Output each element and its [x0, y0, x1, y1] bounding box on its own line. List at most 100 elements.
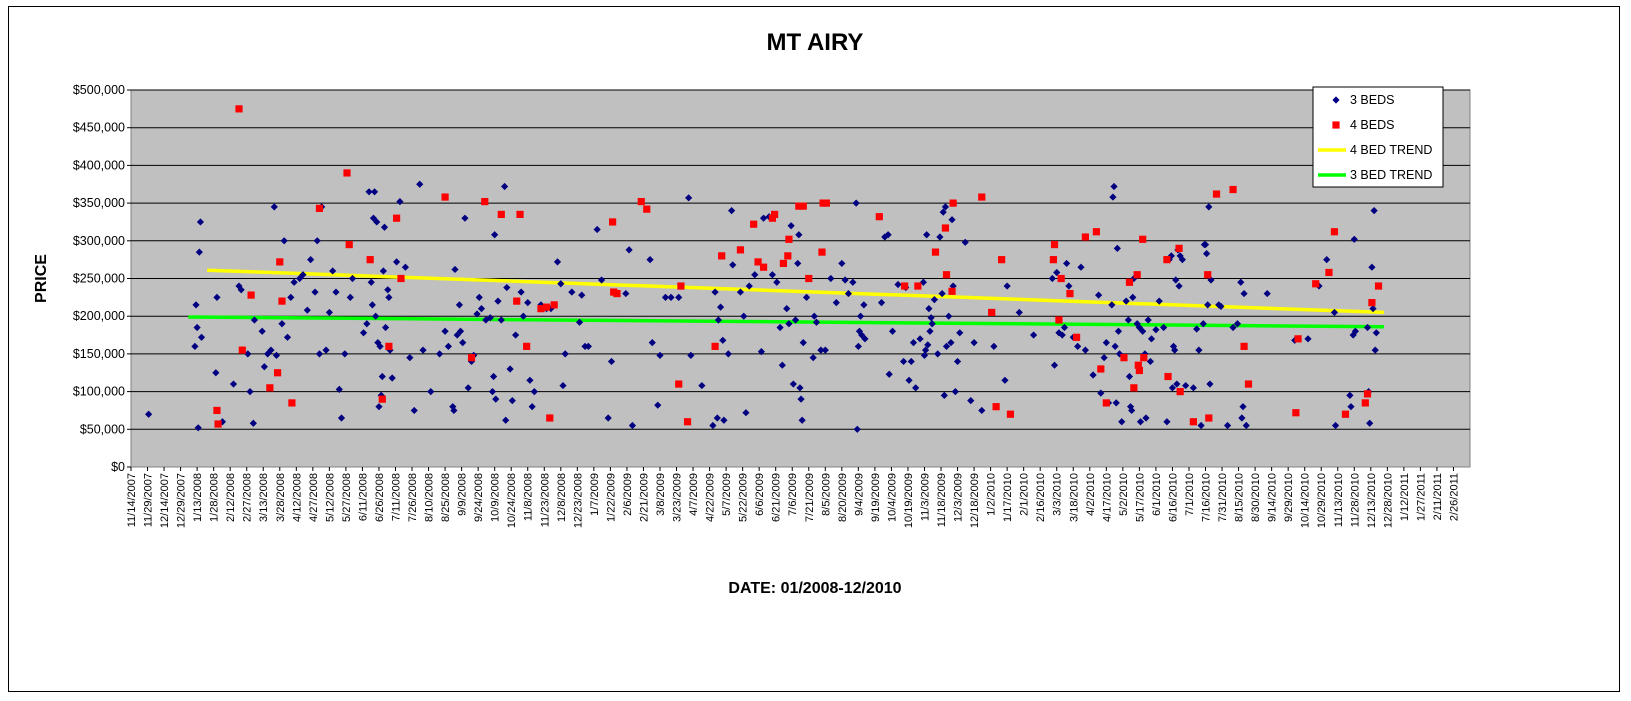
- point-4-beds: [784, 252, 792, 260]
- point-4-beds: [1072, 333, 1081, 341]
- point-3-beds: [858, 331, 866, 339]
- legend-label: 3 BEDS: [1350, 93, 1394, 107]
- point-3-beds: [559, 381, 567, 390]
- point-4-beds: [768, 214, 776, 222]
- point-4-beds: [537, 305, 545, 313]
- point-3-beds: [912, 384, 920, 392]
- point-4-beds: [1204, 271, 1212, 279]
- point-3-beds: [335, 385, 343, 393]
- y-tick-label: $300,000: [73, 234, 125, 248]
- point-3-beds: [812, 318, 821, 326]
- point-3-beds: [720, 416, 728, 424]
- point-3-beds: [714, 316, 722, 324]
- point-3-beds: [1128, 406, 1136, 415]
- x-tick-label: 9/24/2008: [473, 473, 485, 522]
- point-3-beds: [1048, 274, 1056, 283]
- x-tick-label: 5/22/2009: [738, 473, 750, 522]
- point-3-beds: [497, 316, 505, 324]
- legend-symbol: [1332, 121, 1340, 129]
- point-4-beds: [1312, 280, 1320, 288]
- x-tick-label: 8/10/2008: [424, 473, 436, 522]
- point-3-beds: [799, 338, 807, 347]
- point-3-beds: [1100, 354, 1108, 362]
- point-3-beds: [1331, 421, 1340, 430]
- point-3-beds: [1195, 346, 1203, 354]
- y-tick-label: $150,000: [73, 347, 125, 361]
- y-tick-label: $250,000: [73, 272, 125, 286]
- x-tick-label: 3/3/2010: [1052, 473, 1064, 516]
- point-3-beds: [359, 329, 368, 337]
- point-4-beds: [1244, 380, 1253, 388]
- point-3-beds: [1053, 268, 1061, 277]
- point-4-beds: [516, 210, 524, 219]
- point-3-beds: [348, 274, 357, 283]
- point-4-beds: [1292, 409, 1300, 417]
- point-3-beds: [459, 338, 467, 347]
- x-tick-label: 9/19/2009: [870, 473, 882, 522]
- point-3-beds: [380, 223, 389, 231]
- point-3-beds: [427, 388, 435, 396]
- x-tick-label: 5/27/2008: [341, 473, 353, 522]
- point-3-beds: [419, 346, 427, 354]
- x-tick-label: 2/26/2011: [1448, 473, 1460, 521]
- point-4-beds: [238, 346, 246, 354]
- point-3-beds: [927, 314, 935, 322]
- point-3-beds: [877, 299, 886, 307]
- x-tick-label: 6/21/2009: [771, 473, 783, 522]
- point-3-beds: [1125, 372, 1134, 381]
- point-3-beds: [920, 351, 929, 360]
- x-tick-label: 7/31/2010: [1217, 473, 1229, 522]
- point-3-beds: [1363, 323, 1372, 332]
- point-3-beds: [934, 350, 942, 358]
- point-3-beds: [667, 293, 675, 301]
- point-4-beds: [366, 256, 374, 264]
- x-tick-label: 1/22/2009: [605, 473, 617, 522]
- point-3-beds: [1060, 323, 1069, 332]
- data-points: [145, 105, 1383, 433]
- point-3-beds: [396, 197, 404, 206]
- x-tick-label: 10/4/2009: [886, 473, 898, 522]
- point-4-beds: [1205, 414, 1213, 422]
- point-3-beds: [1204, 301, 1212, 309]
- point-3-beds: [861, 335, 869, 343]
- x-tick-label: 8/25/2008: [440, 473, 452, 522]
- point-3-beds: [315, 350, 324, 358]
- x-tick-label: 1/17/2010: [1002, 473, 1014, 522]
- x-tick-label: 12/18/2009: [969, 473, 981, 528]
- x-tick-label: 7/21/2009: [804, 473, 816, 522]
- point-3-beds: [363, 320, 371, 328]
- legend-label: 4 BED TREND: [1350, 143, 1432, 157]
- point-3-beds: [751, 271, 759, 279]
- y-tick-label: $50,000: [80, 422, 125, 436]
- point-3-beds: [1124, 316, 1132, 324]
- x-tick-label: 11/8/2008: [523, 473, 535, 521]
- point-3-beds: [553, 258, 562, 266]
- x-tick-label: 2/6/2009: [622, 473, 634, 516]
- point-3-beds: [1077, 263, 1085, 271]
- point-3-beds: [1173, 380, 1181, 388]
- x-tick-label: 6/26/2008: [374, 473, 386, 522]
- y-tick-label: $400,000: [73, 158, 125, 172]
- point-3-beds: [237, 286, 245, 294]
- point-4-beds: [759, 263, 768, 271]
- point-3-beds: [379, 267, 387, 275]
- legend-label: 4 BEDS: [1350, 118, 1394, 132]
- point-3-beds: [1136, 418, 1145, 426]
- x-tick-label: 7/1/2010: [1184, 473, 1196, 516]
- point-4-beds: [378, 395, 386, 403]
- point-4-beds: [949, 199, 957, 207]
- point-3-beds: [145, 410, 153, 418]
- y-tick-label: $450,000: [73, 121, 125, 135]
- point-3-beds: [926, 327, 934, 335]
- point-4-beds: [978, 193, 986, 201]
- point-3-beds: [945, 312, 953, 320]
- point-3-beds: [392, 258, 401, 266]
- point-4-beds: [1135, 366, 1143, 375]
- point-4-beds: [213, 406, 221, 415]
- point-4-beds: [643, 205, 651, 213]
- point-3-beds: [768, 271, 776, 279]
- point-3-beds: [332, 288, 340, 296]
- point-3-beds: [921, 346, 930, 354]
- point-3-beds: [372, 312, 380, 320]
- point-4-beds: [1240, 342, 1248, 350]
